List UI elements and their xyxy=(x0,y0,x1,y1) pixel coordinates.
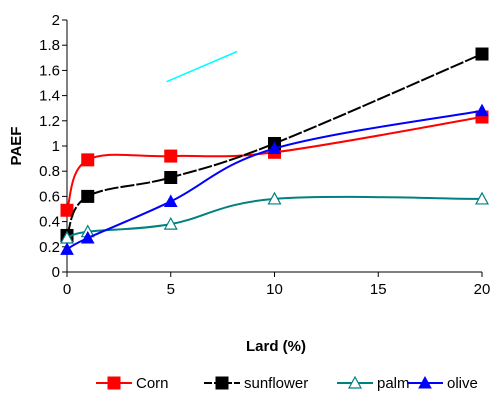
y-tick-label: 1 xyxy=(52,138,60,155)
data-point xyxy=(164,149,178,163)
y-axis-title: PAEF xyxy=(8,127,25,166)
data-point xyxy=(475,103,489,117)
legend-label-sunflower: sunflower xyxy=(244,375,308,392)
data-point xyxy=(475,47,489,61)
series-olive xyxy=(60,103,489,255)
legend-marker-sunflower xyxy=(215,376,229,390)
y-tick-label: 0 xyxy=(52,264,60,281)
x-tick-label: 0 xyxy=(63,281,71,298)
y-tick-label: 1.6 xyxy=(39,62,60,79)
data-point xyxy=(81,153,95,167)
y-tick-label: 0.2 xyxy=(39,239,60,256)
legend-marker-olive xyxy=(418,375,432,389)
x-tick-label: 10 xyxy=(266,281,283,298)
data-point xyxy=(474,191,490,205)
y-tick-label: 0.8 xyxy=(39,163,60,180)
x-tick-label: 20 xyxy=(474,281,491,298)
legend-label-corn: Corn xyxy=(136,375,169,392)
plot-area: 00.20.40.60.811.21.41.61.820 5 10 15 20 xyxy=(39,12,490,298)
legend: Corn sunflower palm olive xyxy=(96,375,478,392)
data-point xyxy=(60,242,74,255)
data-point xyxy=(163,194,178,207)
y-tick-label: 1.4 xyxy=(39,88,60,105)
x-axis-title: Lard (%) xyxy=(246,338,306,355)
y-tick-label: 0.6 xyxy=(39,188,60,205)
data-point xyxy=(163,216,178,230)
legend-marker-corn xyxy=(107,376,121,390)
annotation-line xyxy=(166,50,238,83)
data-point xyxy=(267,141,282,155)
series-palm xyxy=(59,191,490,244)
y-tick-label: 0.4 xyxy=(39,214,60,231)
data-point xyxy=(164,171,178,184)
legend-label-palm: palm xyxy=(377,375,410,392)
data-point xyxy=(80,230,95,244)
y-tick-label: 1.2 xyxy=(39,113,60,130)
x-tick-label: 15 xyxy=(370,281,387,298)
legend-marker-palm xyxy=(347,375,363,389)
y-tick-label: 2 xyxy=(52,12,60,29)
legend-label-olive: olive xyxy=(447,375,478,392)
data-point xyxy=(267,191,282,205)
x-tick-label: 5 xyxy=(167,281,175,298)
data-point xyxy=(81,189,95,203)
data-point xyxy=(60,203,74,217)
y-tick-label: 1.8 xyxy=(39,37,60,54)
